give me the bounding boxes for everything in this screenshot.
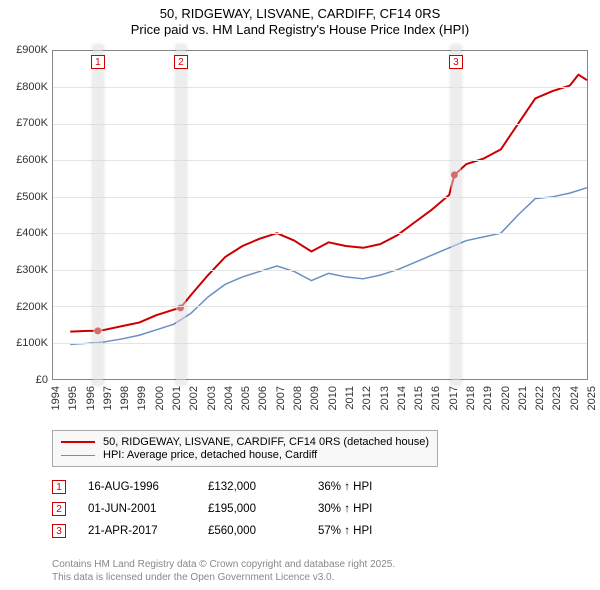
title-subtitle: Price paid vs. HM Land Registry's House …: [0, 22, 600, 38]
legend: 50, RIDGEWAY, LISVANE, CARDIFF, CF14 0RS…: [52, 430, 438, 467]
sale-marker-band: [176, 45, 186, 385]
attribution-footer: Contains HM Land Registry data © Crown c…: [52, 558, 395, 584]
y-tick-label: £100K: [2, 337, 48, 349]
sale-marker-box: 3: [449, 55, 463, 69]
sale-marker-band: [451, 45, 461, 385]
x-tick-label: 2002: [188, 386, 200, 426]
y-tick-label: £800K: [2, 81, 48, 93]
x-tick-label: 2006: [257, 386, 269, 426]
sale-pct: 57% ↑ HPI: [318, 525, 428, 537]
sale-date: 01-JUN-2001: [88, 503, 208, 515]
sales-table: 1 16-AUG-1996£132,00036% ↑ HPI 2 01-JUN-200…: [52, 476, 428, 542]
gridline: [53, 124, 587, 125]
x-tick-label: 1994: [50, 386, 62, 426]
sale-idx-box: 2: [52, 502, 66, 516]
x-tick-label: 2017: [448, 386, 460, 426]
y-tick-label: £500K: [2, 191, 48, 203]
legend-row-property: 50, RIDGEWAY, LISVANE, CARDIFF, CF14 0RS…: [61, 436, 429, 448]
gridline: [53, 160, 587, 161]
gridline: [53, 343, 587, 344]
x-tick-label: 2021: [517, 386, 529, 426]
footer-line2: This data is licensed under the Open Gov…: [52, 571, 395, 584]
sale-price: £560,000: [208, 525, 318, 537]
x-tick-label: 2008: [292, 386, 304, 426]
x-tick-label: 1995: [67, 386, 79, 426]
x-tick-label: 2022: [534, 386, 546, 426]
x-tick-label: 2024: [569, 386, 581, 426]
x-tick-label: 2015: [413, 386, 425, 426]
y-tick-label: £0: [2, 374, 48, 386]
chart-lines: [53, 51, 587, 379]
plot-area: 1 2 3: [52, 50, 588, 380]
legend-row-hpi: HPI: Average price, detached house, Card…: [61, 449, 429, 461]
x-tick-label: 2023: [551, 386, 563, 426]
gridline: [53, 233, 587, 234]
sale-date: 16-AUG-1996: [88, 481, 208, 493]
sale-price: £195,000: [208, 503, 318, 515]
y-tick-label: £700K: [2, 117, 48, 129]
x-tick-label: 2020: [500, 386, 512, 426]
x-tick-label: 2014: [396, 386, 408, 426]
x-tick-label: 2004: [223, 386, 235, 426]
gridline: [53, 306, 587, 307]
x-tick-label: 2011: [344, 386, 356, 426]
sale-idx-box: 1: [52, 480, 66, 494]
chart-title-block: 50, RIDGEWAY, LISVANE, CARDIFF, CF14 0RS…: [0, 0, 600, 39]
sale-marker-box: 1: [91, 55, 105, 69]
y-tick-label: £400K: [2, 227, 48, 239]
sale-row: 1 16-AUG-1996£132,00036% ↑ HPI: [52, 476, 428, 498]
x-tick-label: 2009: [309, 386, 321, 426]
y-tick-label: £200K: [2, 301, 48, 313]
x-tick-label: 2005: [240, 386, 252, 426]
sale-marker-box: 2: [174, 55, 188, 69]
x-tick-label: 2018: [465, 386, 477, 426]
sale-marker-band: [93, 45, 103, 385]
legend-swatch-hpi: [61, 455, 95, 456]
legend-label-hpi: HPI: Average price, detached house, Card…: [103, 449, 317, 461]
sale-row: 3 21-APR-2017£560,00057% ↑ HPI: [52, 520, 428, 542]
footer-line1: Contains HM Land Registry data © Crown c…: [52, 558, 395, 571]
gridline: [53, 270, 587, 271]
x-tick-label: 2000: [154, 386, 166, 426]
x-tick-label: 2019: [482, 386, 494, 426]
legend-label-property: 50, RIDGEWAY, LISVANE, CARDIFF, CF14 0RS…: [103, 436, 429, 448]
chart-container: 1 2 3 £0 £100K £200K £300K £400K £500K £600K £700…: [0, 44, 600, 424]
x-tick-label: 2001: [171, 386, 183, 426]
y-tick-label: £900K: [2, 44, 48, 56]
sale-idx-box: 3: [52, 524, 66, 538]
sale-row: 2 01-JUN-2001£195,00030% ↑ HPI: [52, 498, 428, 520]
x-tick-label: 2010: [327, 386, 339, 426]
y-tick-label: £300K: [2, 264, 48, 276]
gridline: [53, 87, 587, 88]
x-tick-label: 1997: [102, 386, 114, 426]
title-address: 50, RIDGEWAY, LISVANE, CARDIFF, CF14 0RS: [0, 6, 600, 22]
x-tick-label: 1999: [136, 386, 148, 426]
sale-pct: 30% ↑ HPI: [318, 503, 428, 515]
x-tick-label: 2013: [379, 386, 391, 426]
legend-swatch-property: [61, 441, 95, 443]
gridline: [53, 197, 587, 198]
x-tick-label: 2007: [275, 386, 287, 426]
x-tick-label: 2016: [430, 386, 442, 426]
x-tick-label: 2012: [361, 386, 373, 426]
x-tick-label: 1998: [119, 386, 131, 426]
sale-pct: 36% ↑ HPI: [318, 481, 428, 493]
y-tick-label: £600K: [2, 154, 48, 166]
sale-date: 21-APR-2017: [88, 525, 208, 537]
x-tick-label: 1996: [85, 386, 97, 426]
x-tick-label: 2003: [206, 386, 218, 426]
x-tick-label: 2025: [586, 386, 598, 426]
sale-price: £132,000: [208, 481, 318, 493]
